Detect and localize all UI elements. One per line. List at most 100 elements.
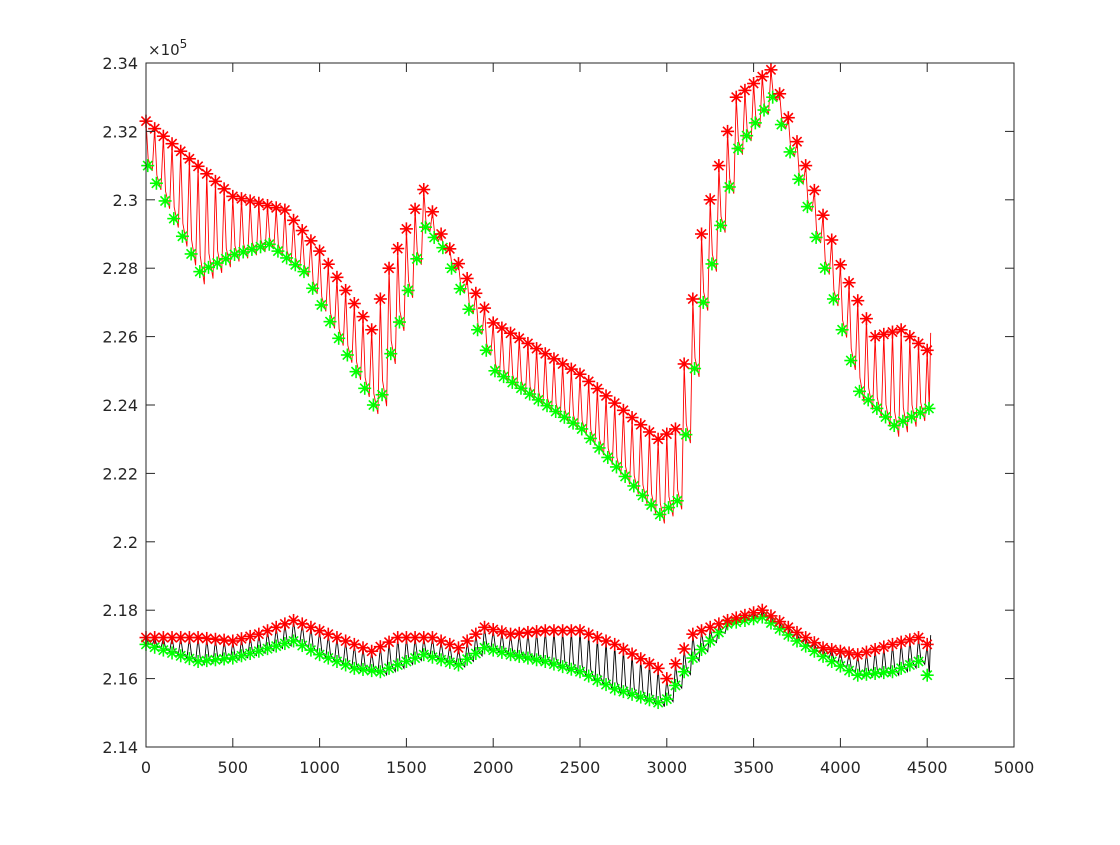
upper-peak-marker — [486, 316, 500, 330]
lower-peak-marker — [868, 643, 882, 657]
upper-peak-marker — [408, 202, 422, 216]
lower-trough-marker — [434, 653, 448, 667]
upper-peak-marker — [243, 194, 257, 208]
upper-trough-marker — [861, 393, 875, 407]
lower-peak-marker — [564, 624, 578, 638]
upper-peak-marker — [313, 244, 327, 258]
upper-peak-marker — [261, 199, 275, 212]
lower-peak-marker — [816, 641, 830, 655]
lower-peak-marker — [677, 642, 691, 656]
lower-peak-marker — [625, 647, 639, 661]
lower-peak-marker — [729, 611, 743, 625]
upper-trough-marker — [627, 479, 641, 493]
upper-trough-marker — [757, 103, 771, 117]
lower-peak-marker — [799, 631, 813, 645]
lower-trough-marker — [816, 649, 830, 663]
upper-peak-marker — [339, 283, 353, 297]
lower-trough-marker — [608, 682, 622, 696]
upper-trough-marker — [662, 501, 676, 515]
x-tick-label: 3500 — [733, 758, 774, 777]
upper-trough-marker — [913, 406, 927, 420]
upper-peak-marker — [556, 357, 570, 371]
upper-trough-marker — [540, 399, 554, 413]
upper-trough-marker — [531, 393, 545, 407]
upper-trough-marker — [783, 145, 797, 159]
upper-trough-marker — [705, 257, 719, 271]
y-tick-label: 2.34 — [102, 54, 138, 73]
x-tick-label: 3000 — [646, 758, 687, 777]
lower-peak-marker — [243, 629, 257, 643]
upper-peak-marker — [278, 203, 292, 217]
upper-peak-marker — [599, 389, 613, 403]
lower-trough-marker — [182, 652, 196, 666]
upper-trough-marker — [609, 460, 623, 474]
x-tick-label: 5000 — [994, 758, 1035, 777]
lower-peak-marker — [877, 640, 891, 654]
upper-trough-marker — [722, 180, 736, 194]
y-tick-label: 2.14 — [102, 738, 138, 757]
lower-peak-marker — [512, 626, 526, 640]
lower-trough-marker — [217, 652, 231, 666]
lower-peak-marker — [191, 631, 205, 645]
lower-trough-marker — [634, 690, 648, 704]
lower-trough-marker — [642, 693, 656, 707]
upper-peak-marker — [460, 271, 474, 285]
upper-peak-marker — [269, 201, 283, 215]
lower-peak-marker — [851, 648, 865, 662]
lower-trough-marker — [851, 668, 865, 682]
marker-layer — [139, 63, 936, 710]
lower-peak-marker — [530, 625, 544, 639]
upper-peak-marker — [208, 174, 222, 188]
upper-peak-marker — [504, 326, 518, 340]
lower-peak-marker — [469, 627, 483, 641]
lower-peak-marker — [382, 635, 396, 649]
lower-peak-marker — [773, 615, 787, 629]
lower-trough-marker — [877, 666, 891, 680]
upper-peak-marker — [156, 129, 170, 143]
lower-peak-marker — [460, 634, 474, 648]
y-exponent-label: ×105 — [148, 37, 187, 59]
upper-peak-marker — [148, 122, 162, 136]
upper-peak-marker — [642, 425, 656, 439]
lower-peak-marker — [391, 631, 405, 645]
lower-peak-marker — [833, 644, 847, 658]
lower-trough-marker — [295, 639, 309, 653]
upper-peak-marker — [434, 227, 448, 241]
lower-peak-marker — [651, 661, 665, 675]
lower-trough-marker — [703, 634, 717, 648]
upper-peak-marker — [712, 159, 726, 173]
upper-peak-marker — [234, 192, 248, 206]
upper-trough-marker — [288, 258, 302, 272]
lower-trough-marker — [556, 660, 570, 674]
upper-trough-marker — [410, 252, 424, 266]
lower-peak-marker — [825, 643, 839, 657]
upper-peak-marker — [721, 124, 735, 138]
upper-peak-marker — [512, 331, 526, 345]
lower-trough-marker — [252, 644, 266, 658]
lower-trough-marker — [920, 668, 934, 682]
upper-peak-marker — [425, 205, 439, 219]
upper-trough-marker — [714, 218, 728, 232]
upper-trough-marker — [835, 323, 849, 337]
upper-peak-marker — [347, 297, 361, 311]
upper-signal-line — [145, 69, 932, 524]
lower-peak-marker — [894, 635, 908, 649]
upper-trough-marker — [349, 365, 363, 379]
lower-trough-marker — [833, 659, 847, 673]
upper-trough-marker — [384, 347, 398, 361]
upper-peak-marker — [747, 77, 761, 91]
series-layer — [145, 69, 932, 707]
lower-trough-marker — [478, 641, 492, 655]
upper-trough-marker — [332, 331, 346, 345]
lower-peak-marker — [755, 603, 769, 617]
upper-peak-marker — [295, 224, 309, 238]
upper-peak-marker — [651, 432, 665, 446]
x-tick-label: 4500 — [907, 758, 948, 777]
upper-peak-marker — [703, 193, 717, 207]
upper-peak-marker — [174, 144, 188, 158]
upper-trough-marker — [175, 229, 189, 243]
lower-peak-marker — [217, 633, 231, 647]
lower-trough-marker — [564, 662, 578, 676]
lower-trough-marker — [495, 645, 509, 659]
